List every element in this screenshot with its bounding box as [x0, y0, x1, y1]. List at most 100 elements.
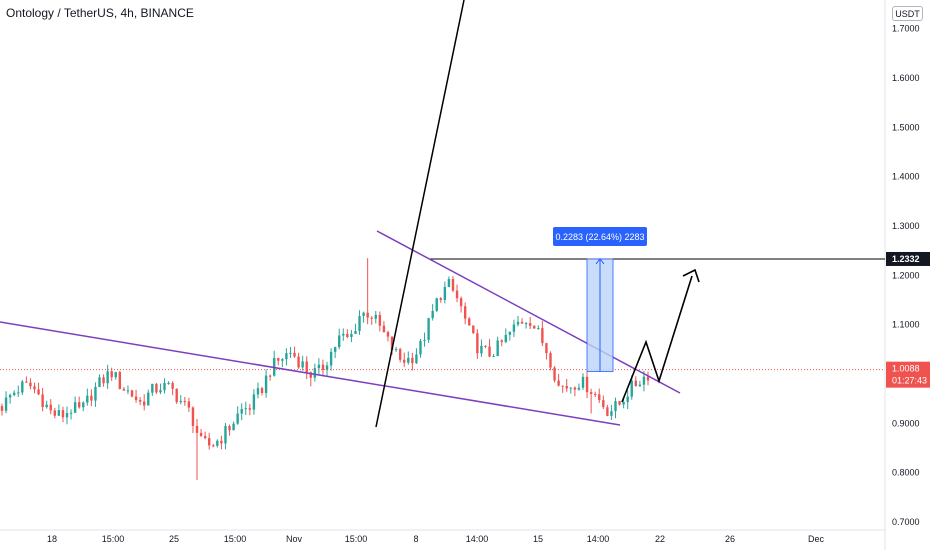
candle-body — [212, 445, 215, 447]
candle-body — [130, 390, 134, 397]
candle-body — [549, 353, 552, 368]
candle-body — [642, 376, 646, 385]
candle-body — [585, 376, 589, 393]
measure-arrow-head — [595, 258, 605, 265]
measure-label-background — [553, 227, 647, 246]
candle-body — [53, 410, 57, 416]
time-tick-label: 8 — [413, 534, 418, 544]
price-tick-label: 1.4000 — [892, 172, 920, 182]
candle-body — [203, 435, 207, 439]
time-tick-label: 14:00 — [587, 534, 610, 544]
time-tick-label: 15:00 — [224, 534, 247, 544]
candle-body — [0, 406, 4, 411]
time-tick-label: 14:00 — [466, 534, 489, 544]
candle-body — [447, 279, 451, 287]
candle-body — [12, 392, 16, 396]
currency-button[interactable]: USDT — [892, 6, 923, 21]
candle-body — [626, 396, 629, 403]
candle-body — [317, 364, 321, 369]
grid-lines — [0, 0, 886, 550]
candle-body — [386, 332, 390, 337]
candle-body — [504, 334, 507, 343]
candle-body — [630, 380, 633, 397]
candle-body — [463, 306, 467, 319]
candle-body — [57, 410, 61, 416]
candle-body — [151, 383, 154, 393]
candle-body — [106, 371, 109, 384]
candle-body — [118, 372, 122, 389]
candle-body — [573, 387, 577, 390]
candle-body — [268, 375, 272, 377]
candle-body — [610, 411, 613, 416]
candle-body — [236, 413, 239, 424]
bar-countdown-label: 01:27:43 — [892, 376, 927, 386]
candle-body — [61, 410, 65, 418]
candle-body — [593, 393, 597, 395]
candle-body — [598, 394, 601, 401]
candle-body — [606, 407, 609, 416]
candle-body — [175, 388, 178, 403]
candle-body — [4, 397, 8, 411]
candle-body — [557, 380, 560, 386]
price-tick-label: 0.9000 — [892, 418, 920, 428]
candle-body — [138, 399, 142, 402]
candle-body — [297, 356, 300, 368]
candle-body — [415, 354, 418, 364]
time-tick-label: Dec — [808, 534, 825, 544]
candle-body — [553, 367, 556, 381]
candle-body — [476, 333, 479, 354]
candle-body — [65, 413, 69, 418]
candle-body — [208, 438, 211, 446]
time-tick-label: 26 — [725, 534, 735, 544]
candle-body — [159, 390, 162, 393]
candle-body — [419, 340, 422, 355]
candle-body — [545, 343, 548, 354]
candle-body — [191, 407, 195, 426]
candle-body — [378, 314, 382, 326]
candle-body — [216, 440, 219, 446]
candle-body — [362, 312, 365, 317]
candle-body — [228, 426, 231, 431]
candle-body — [403, 359, 406, 363]
candle-body — [114, 372, 117, 378]
candle-body — [589, 392, 593, 394]
candle-body — [427, 318, 430, 340]
candle-body — [602, 400, 605, 408]
candle-body — [569, 387, 573, 389]
candle-body — [293, 352, 296, 357]
steep-drawn-line — [375, 0, 465, 428]
candle-body — [528, 323, 532, 326]
time-tick-label: 22 — [655, 534, 665, 544]
candle-body — [618, 401, 621, 405]
candle-body — [500, 340, 503, 343]
candle-body — [143, 401, 146, 406]
candle-body — [82, 402, 85, 408]
candle-body — [333, 347, 337, 352]
candle-body — [33, 386, 36, 390]
candle-body — [537, 328, 540, 330]
candle-body — [488, 346, 491, 357]
candle-body — [248, 408, 252, 410]
candle-body — [77, 402, 81, 408]
candle-body — [358, 316, 361, 331]
candle-body — [338, 335, 341, 348]
candle-body — [94, 386, 97, 401]
price-axis[interactable]: 1.7000 1.6000 1.5000 1.4000 1.3000 1.2000 1.10… — [886, 24, 930, 527]
candle-body — [411, 357, 414, 364]
candle-body — [435, 298, 438, 311]
candle-body — [496, 340, 499, 357]
time-axis[interactable]: 18 15:00 25 15:00 Nov 15:00 8 14:00 15 14:00 22 26 D… — [47, 534, 825, 544]
candle-body — [41, 394, 44, 408]
projection-path — [621, 275, 693, 403]
candle-body — [468, 318, 471, 326]
candle-body — [443, 286, 447, 300]
candle-body — [451, 279, 455, 291]
candle-body — [220, 440, 223, 444]
candle-body — [183, 401, 187, 403]
candle-body — [155, 383, 158, 393]
candle-body — [516, 321, 520, 325]
candle-body — [281, 359, 284, 361]
last-price-label: 1.0088 — [892, 364, 920, 374]
candle-body — [232, 423, 235, 431]
